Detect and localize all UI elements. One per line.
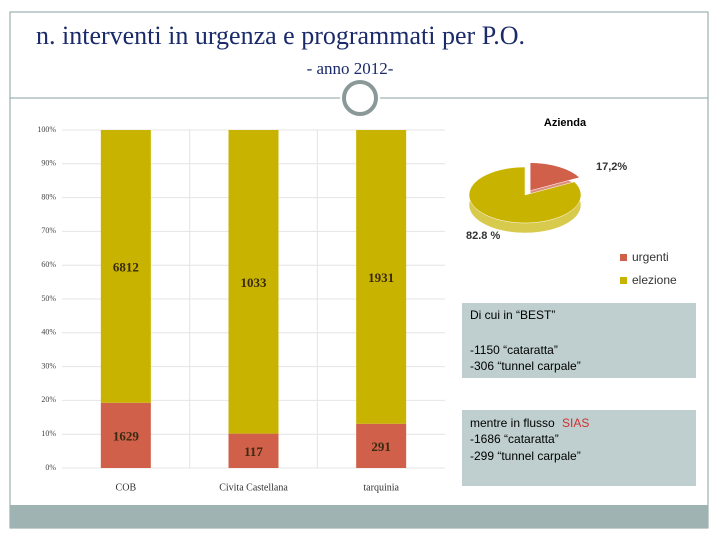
legend-label: urgenti xyxy=(632,250,669,264)
info-text: -299 “tunnel carpale” xyxy=(470,449,581,463)
bar-segment xyxy=(100,402,151,468)
bar-segment xyxy=(228,130,279,434)
legend-swatch xyxy=(620,277,627,284)
y-tick-label: 80% xyxy=(41,192,56,201)
bar-segment xyxy=(228,433,279,468)
data-label: 117 xyxy=(244,444,263,459)
data-label: 1629 xyxy=(113,428,140,443)
info-text: -1686 “cataratta” xyxy=(470,432,559,446)
y-tick-label: 50% xyxy=(41,294,56,303)
y-tick-label: 70% xyxy=(41,226,56,235)
pie-label: 82.8 % xyxy=(466,230,500,242)
y-tick-label: 100% xyxy=(37,125,56,134)
y-tick-label: 10% xyxy=(41,429,56,438)
info-text: -306 “tunnel carpale” xyxy=(470,359,581,373)
y-tick-label: 40% xyxy=(41,328,56,337)
data-label: 6812 xyxy=(113,259,139,274)
legend-swatch xyxy=(620,254,627,261)
footer-bar xyxy=(10,505,708,528)
bar-segment xyxy=(100,130,151,403)
y-tick-label: 90% xyxy=(41,159,56,168)
slide-subtitle: - anno 2012- xyxy=(307,59,394,78)
y-tick-label: 20% xyxy=(41,395,56,404)
legend-label: elezione xyxy=(632,273,677,287)
y-tick-label: 0% xyxy=(45,463,56,472)
x-tick-label: Civita Castellana xyxy=(219,482,288,493)
divider-circle xyxy=(342,80,378,116)
pie-title: Azienda xyxy=(544,117,587,129)
bar-segment xyxy=(356,130,407,424)
pie-slice xyxy=(529,162,581,192)
slide-title: n. interventi in urgenza e programmati p… xyxy=(36,21,525,50)
data-label: 1931 xyxy=(368,270,394,285)
info-text: Di cui in “BEST” xyxy=(470,308,555,322)
info-box xyxy=(462,303,696,378)
y-tick-label: 60% xyxy=(41,260,56,269)
x-tick-label: COB xyxy=(116,482,137,493)
info-box xyxy=(462,410,696,486)
info-text: mentre in flusso SIAS xyxy=(470,416,589,430)
y-tick-label: 30% xyxy=(41,361,56,370)
pie-slice xyxy=(468,166,582,224)
info-highlight: SIAS xyxy=(562,416,589,430)
bar-segment xyxy=(356,423,407,468)
pie-label: 17,2% xyxy=(596,161,627,173)
info-text: -1150 “cataratta” xyxy=(470,343,558,357)
info-text: mentre in flusso xyxy=(470,416,558,430)
data-label: 1033 xyxy=(241,275,268,290)
data-label: 291 xyxy=(371,439,391,454)
x-tick-label: tarquinia xyxy=(363,482,399,493)
